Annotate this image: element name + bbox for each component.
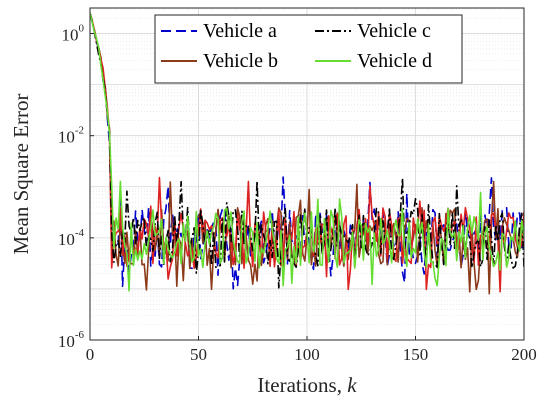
y-axis-label: Mean Square Error xyxy=(9,94,33,255)
y-axis-ticks: 100 10-2 10-4 10-6 xyxy=(58,23,94,351)
x-tick-label: 0 xyxy=(86,345,95,364)
x-tick-label: 150 xyxy=(403,345,429,364)
y-tick-label: 100 xyxy=(62,23,85,45)
legend-box xyxy=(154,14,463,84)
legend-label: Vehicle b xyxy=(203,50,278,72)
y-tick-label: 10-6 xyxy=(58,329,85,351)
x-tick-label: 200 xyxy=(511,345,537,364)
legend-label: Vehicle c xyxy=(357,20,431,42)
legend-label: Vehicle d xyxy=(357,50,432,72)
legend: Vehicle a Vehicle c Vehicle b Vehicle d xyxy=(154,14,463,84)
series-line-vehicle-a xyxy=(90,12,524,290)
series-group xyxy=(90,12,524,295)
x-axis-ticks: 0 50 100 150 200 xyxy=(86,336,537,364)
legend-label: Vehicle a xyxy=(203,20,277,42)
x-tick-label: 100 xyxy=(294,345,320,364)
y-tick-label: 10-2 xyxy=(58,125,84,147)
x-axis-label: Iterations, k xyxy=(257,373,357,397)
x-tick-label: 50 xyxy=(190,345,207,364)
series-line-vehicle-d xyxy=(90,12,524,292)
y-tick-label: 10-4 xyxy=(58,227,85,249)
